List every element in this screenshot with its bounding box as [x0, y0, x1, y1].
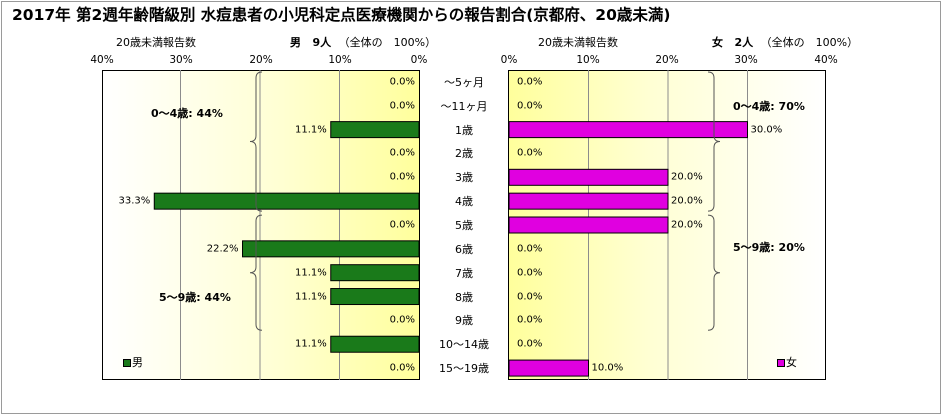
male-value-label: 11.1% [294, 267, 327, 279]
female-value-label: 20.0% [671, 195, 703, 207]
female-value-label: 0.0% [517, 243, 543, 255]
female-bar [508, 121, 748, 139]
female-header: 女 2人 （全体の 100%） [712, 34, 858, 50]
female-tick: 30% [734, 54, 758, 66]
male-value-label: 0.0% [389, 147, 415, 159]
female-value-label: 0.0% [517, 314, 543, 326]
female-bar [508, 216, 669, 234]
male-bar [330, 121, 420, 139]
male-tick: 40% [90, 54, 114, 66]
category-label: 6歳 [455, 242, 473, 256]
female-group-label: 5～9歳: 20% [733, 241, 805, 254]
male-value-label: 22.2% [206, 243, 239, 255]
chart-title: 2017年 第2週年齢階級別 水痘患者の小児科定点医療機関からの報告割合(京都府… [12, 6, 671, 24]
female-header-count: 2人 [734, 36, 754, 49]
male-value-label: 0.0% [389, 219, 415, 231]
female-legend-swatch [777, 359, 785, 367]
female-value-label: 20.0% [671, 219, 703, 231]
category-label: 15～19歳 [439, 362, 489, 376]
female-value-label: 0.0% [517, 76, 543, 88]
female-group-brace [707, 71, 721, 212]
category-label: 4歳 [455, 195, 473, 209]
male-tick: 0% [410, 54, 428, 66]
category-label: ～5ヶ月 [444, 75, 484, 89]
male-bar [153, 192, 420, 210]
female-axis-label: 20歳未満報告数 [538, 36, 618, 49]
female-group-label: 0～4歳: 70% [733, 100, 805, 113]
category-label: 9歳 [455, 314, 473, 328]
category-label: 8歳 [455, 290, 473, 304]
category-label: 5歳 [455, 219, 473, 232]
female-legend: 女 [777, 354, 797, 370]
category-label: 10～14歳 [439, 338, 489, 352]
male-value-label: 0.0% [389, 100, 415, 112]
male-value-label: 0.0% [389, 314, 415, 326]
female-bar [508, 192, 669, 210]
male-legend-swatch [123, 359, 131, 367]
male-bar [330, 288, 420, 306]
female-value-label: 0.0% [517, 338, 543, 350]
female-header-sex: 女 [712, 36, 723, 49]
category-label: 3歳 [455, 171, 473, 185]
female-value-label: 0.0% [517, 100, 543, 112]
female-bar [508, 168, 669, 186]
male-header-sex: 男 [290, 36, 301, 49]
category-label: 2歳 [455, 147, 473, 161]
female-tick: 40% [814, 54, 838, 66]
female-bar [508, 359, 589, 377]
category-label: ～11ヶ月 [440, 99, 488, 113]
male-header: 男 9人 （全体の 100%） [290, 34, 436, 50]
female-group-brace [707, 214, 721, 331]
female-tick: 10% [576, 54, 600, 66]
female-value-label: 10.0% [591, 362, 624, 374]
male-tick: 10% [328, 54, 352, 66]
male-group-brace [249, 214, 263, 331]
male-bar [330, 335, 420, 353]
male-value-label: 11.1% [294, 338, 327, 350]
male-bar [330, 264, 420, 282]
male-header-count: 9人 [312, 36, 332, 49]
category-label: 1歳 [455, 123, 473, 137]
female-value-label: 0.0% [517, 267, 543, 279]
male-bar [242, 240, 420, 258]
female-value-label: 0.0% [517, 291, 543, 303]
male-group-brace [249, 71, 263, 212]
female-tick: 0% [500, 54, 518, 66]
male-legend-label: 男 [132, 356, 143, 369]
male-axis-label: 20歳未満報告数 [116, 36, 196, 49]
male-value-label: 0.0% [389, 362, 415, 374]
male-value-label: 11.1% [294, 291, 327, 303]
male-header-total: （全体の 100%） [338, 36, 437, 49]
female-value-label: 0.0% [517, 147, 543, 159]
male-value-label: 0.0% [389, 171, 415, 183]
female-header-total: （全体の 100%） [760, 36, 859, 49]
male-value-label: 11.1% [294, 124, 327, 136]
female-value-label: 20.0% [671, 171, 703, 183]
female-tick: 20% [655, 54, 679, 66]
female-value-label: 30.0% [750, 124, 783, 136]
male-group-label: 5～9歳: 44% [159, 291, 231, 304]
male-tick: 30% [169, 54, 193, 66]
male-group-label: 0～4歳: 44% [151, 107, 223, 120]
male-value-label: 0.0% [389, 76, 415, 88]
male-legend: 男 [123, 354, 143, 370]
female-legend-label: 女 [786, 356, 797, 369]
male-value-label: 33.3% [118, 195, 151, 207]
male-tick: 20% [249, 54, 273, 66]
category-label: 7歳 [455, 266, 473, 280]
